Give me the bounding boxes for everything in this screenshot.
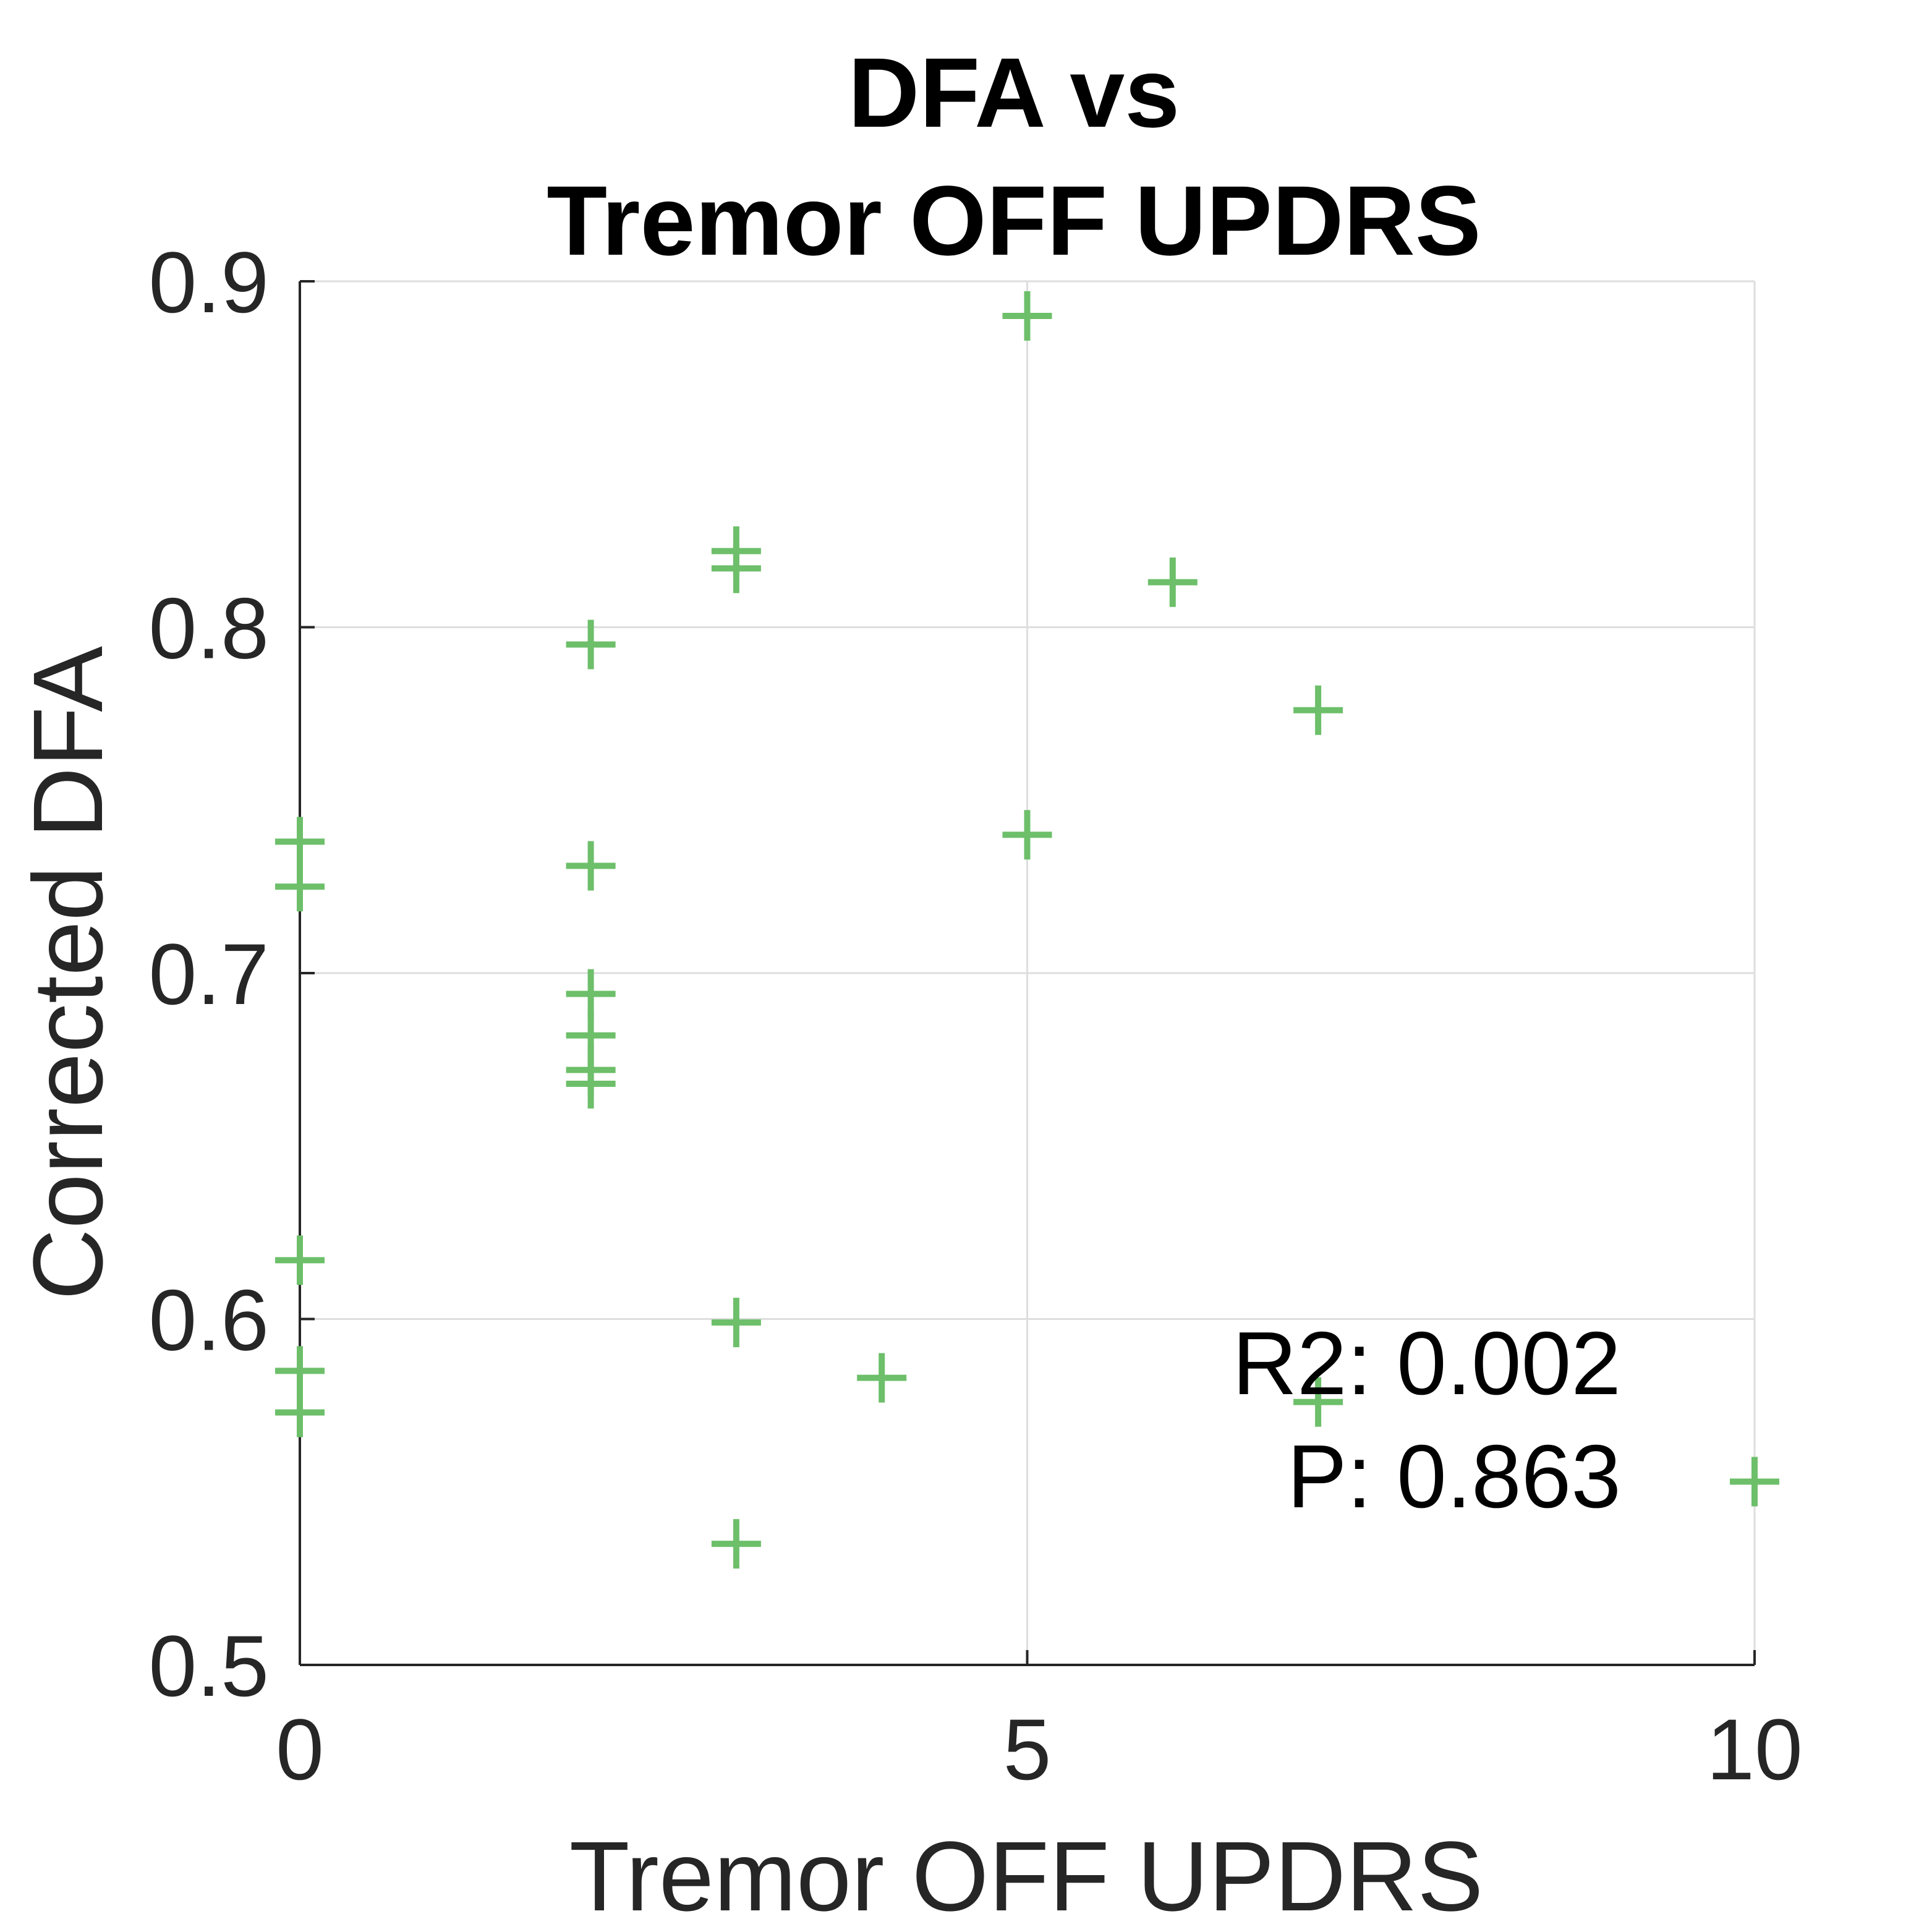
x-axis-label: Tremor OFF UPDRS	[569, 1821, 1484, 1931]
data-point	[1730, 1457, 1779, 1507]
y-tick-label: 0.7	[148, 926, 269, 1023]
plot-area: 0 5 10 0.5 0.6 0.7 0.8 0.9	[148, 234, 1802, 1798]
data-point	[275, 862, 325, 912]
data-point	[566, 1059, 616, 1109]
y-tick-label: 0.9	[148, 234, 269, 331]
data-point	[857, 1353, 907, 1403]
x-tick-label: 10	[1706, 1701, 1803, 1798]
data-point	[275, 817, 325, 867]
data-point	[275, 1235, 325, 1285]
data-point	[566, 619, 616, 670]
r2-annotation: R2: 0.002	[1232, 1313, 1621, 1413]
p-value-annotation: P: 0.863	[1287, 1426, 1621, 1526]
y-tick-label: 0.6	[148, 1272, 269, 1369]
data-point	[1002, 810, 1052, 860]
data-point	[566, 841, 616, 891]
data-point	[1293, 685, 1343, 735]
y-tick-label: 0.5	[148, 1617, 269, 1714]
y-tick-label: 0.8	[148, 580, 269, 677]
y-axis-label: Corrected DFA	[12, 646, 123, 1300]
x-tick-label: 0	[276, 1701, 324, 1798]
data-point	[1002, 291, 1052, 341]
data-point	[711, 1519, 761, 1569]
data-points	[275, 291, 1779, 1569]
data-point	[566, 969, 616, 1019]
data-point	[275, 1387, 325, 1437]
data-point	[1147, 557, 1198, 607]
data-point	[1293, 1377, 1343, 1427]
data-point	[711, 543, 761, 594]
data-point	[711, 1298, 761, 1348]
chart-title-line-1: DFA vs	[848, 37, 1180, 148]
data-point	[275, 1346, 325, 1396]
ticks: 0 5 10 0.5 0.6 0.7 0.8 0.9	[148, 234, 1802, 1798]
chart-title-line-2: Tremor OFF UPDRS	[547, 165, 1481, 276]
x-tick-label: 5	[1003, 1701, 1052, 1798]
